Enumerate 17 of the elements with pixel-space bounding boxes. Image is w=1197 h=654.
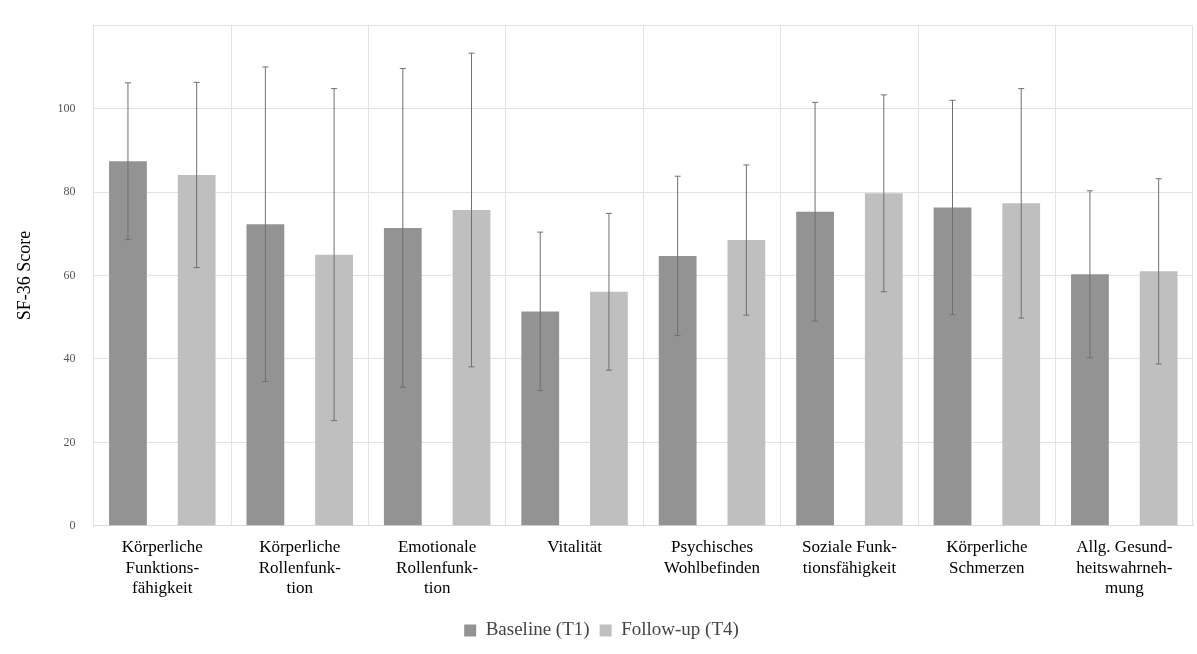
y-tick-label: 0 (69, 517, 76, 532)
x-tick-label: Körperliche Schmerzen (946, 537, 1028, 577)
y-tick-label: 20 (63, 434, 76, 449)
legend-label: Follow-up (T4) (621, 618, 739, 641)
x-tick-label: Allg. Gesund- heitswahrneh- mung (1076, 537, 1173, 598)
y-tick-label: 80 (63, 184, 76, 199)
x-tick-label: Psychisches Wohlbefinden (664, 537, 761, 577)
y-tick-label: 40 (63, 351, 76, 366)
x-tick-label: Körperliche Funktions- fähigkeit (121, 537, 203, 598)
y-axis-title: SF-36 Score (13, 230, 34, 321)
x-tick-label: Emotionale Rollenfunk- tion (396, 537, 479, 598)
y-tick-label: 100 (57, 100, 76, 115)
x-tick-label: Soziale Funk- tionsfähigkeit (801, 537, 898, 577)
x-tick-label: Vitalität (547, 537, 603, 557)
x-tick-label: Körperliche Rollenfunk- tion (258, 537, 342, 598)
y-tick-label: 60 (63, 267, 76, 282)
legend-label: Baseline (T1) (485, 618, 590, 641)
